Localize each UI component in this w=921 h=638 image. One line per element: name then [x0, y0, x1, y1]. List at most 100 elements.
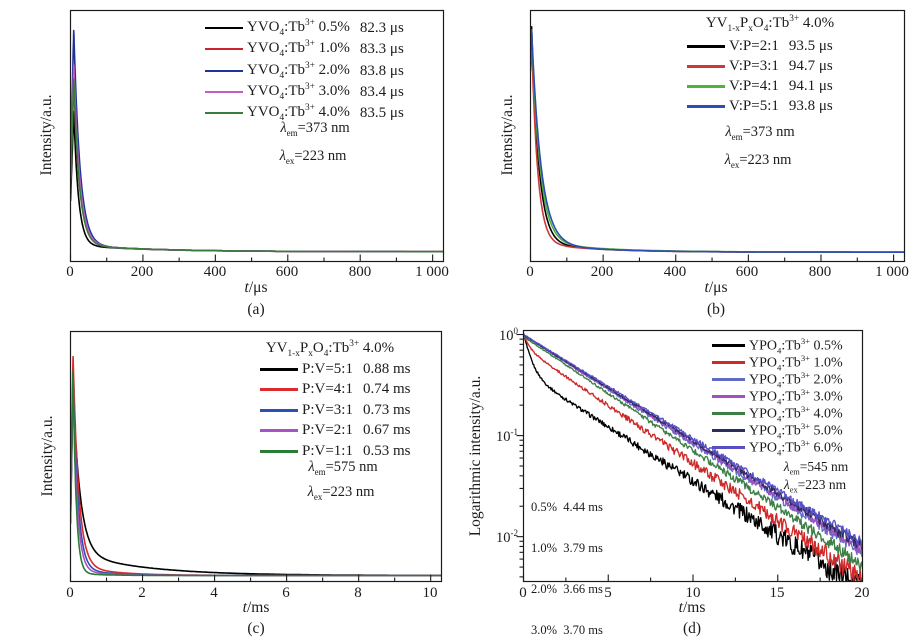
legend-label: YVO4:Tb3+ 0.5% [247, 18, 350, 38]
legend-line-swatch [260, 388, 298, 391]
legend-lifetime: 93.8 μs [788, 98, 833, 114]
x-tick-label: 10 [422, 585, 438, 601]
legend-label: V:P=3:1 [729, 58, 779, 74]
legend-line-swatch [687, 45, 725, 48]
legend-lifetime: 82.3 μs [359, 19, 404, 36]
legend-lifetime: 0.73 ms [362, 402, 411, 418]
legend-item: V:P=5:1 93.8 μs [687, 98, 833, 115]
legend-label: YVO4:Tb3+ 3.0% [247, 82, 350, 102]
decay-plot-b [529, 9, 906, 263]
x-axis-label: t/ms [242, 599, 270, 616]
excitation-wavelength-note: λex=223 nm [724, 152, 792, 170]
legend-lifetime: 83.4 μs [359, 83, 404, 100]
legend-line-swatch [260, 368, 298, 371]
x-tick-label: 2 [138, 585, 146, 601]
x-axis-label: t/ms [678, 599, 706, 616]
excitation-wavelength-note: λex=223 nm [307, 484, 375, 502]
legend-item: V:P=2:1 93.5 μs [687, 38, 833, 55]
legend-lifetime: 0.88 ms [362, 361, 411, 377]
legend-item: P:V=1:1 0.53 ms [260, 443, 411, 460]
panel-a: Intensity/a.u. 0 200 400 600 800 1 000 t… [0, 0, 460, 318]
x-axis-label: t/μs [704, 279, 728, 296]
excitation-wavelength-note: λex=223 nm [279, 148, 347, 166]
legend-line-swatch [260, 429, 298, 432]
legend-item: V:P=3:1 94.7 μs [687, 58, 833, 75]
x-tick-label: 0 [519, 585, 527, 601]
legend-line-swatch [205, 90, 243, 94]
panel-d: Logarithmic intensity/a.u. 10 0 10-1 10-2… [460, 318, 921, 638]
legend-item: YVO4:Tb3+ 0.5% 82.3 μs [205, 18, 404, 38]
x-tick-label: 400 [663, 264, 687, 280]
x-tick-label: 0 [66, 264, 74, 280]
legend-item: YVO4:Tb3+ 3.0% 83.4 μs [205, 82, 404, 102]
x-axis-label: t/μs [244, 279, 268, 296]
lifetime-values-block: 0.5% 4.44 ms 1.0% 3.79 ms 2.0% 3.66 ms 3… [531, 474, 603, 638]
x-tick-label: 1 000 [415, 264, 449, 280]
panel-b: Intensity/a.u. 0 200 400 600 800 1 000 t… [460, 0, 921, 318]
legend-label: YVO4:Tb3+ 1.0% [247, 39, 350, 59]
decay-plot-c [69, 330, 443, 583]
legend-label: P:V=2:1 [302, 422, 353, 438]
y-axis-label: Logarithmic intensity/a.u. [467, 375, 484, 537]
legend-label: YPO4:Tb3+ 1.0% [749, 353, 843, 373]
lifetime-line: 1.0% 3.79 ms [531, 540, 603, 555]
emission-wavelength-note: λem=575 nm [308, 459, 378, 477]
lifetime-line: 2.0% 3.66 ms [531, 581, 603, 596]
legend-line-swatch [687, 105, 725, 108]
panel-letter: (b) [706, 301, 726, 318]
legend-label: YPO4:Tb3+ 2.0% [749, 370, 843, 390]
legend-label: P:V=1:1 [302, 443, 353, 459]
panel-letter: (c) [247, 620, 265, 637]
y-tick-label: 10-1 [496, 427, 518, 445]
excitation-wavelength-note: λex=223 nm [783, 477, 847, 495]
x-tick-label: 400 [203, 264, 227, 280]
emission-wavelength-note: λem=373 nm [280, 120, 350, 138]
legend-item: YVO4:Tb3+ 4.0% 83.5 μs [205, 103, 404, 123]
legend-lifetime: 83.8 μs [359, 62, 404, 79]
legend-title: YV1-xPxO4:Tb3+ 4.0% [705, 14, 835, 34]
legend-item: P:V=3:1 0.73 ms [260, 402, 411, 419]
legend-item: P:V=5:1 0.88 ms [260, 361, 411, 378]
legend-lifetime: 83.3 μs [359, 40, 404, 57]
legend-label: YPO4:Tb3+ 5.0% [749, 421, 843, 441]
legend-label: YPO4:Tb3+ 6.0% [749, 438, 843, 458]
y-tick-label: 10-2 [496, 528, 518, 546]
legend-item: YPO4:Tb3+ 1.0% [712, 353, 843, 372]
panel-c: Intensity/a.u. 0 2 4 6 8 10 t/ms (c) YV1… [0, 318, 460, 638]
legend-line-swatch [260, 450, 298, 453]
legend-label: V:P=5:1 [729, 98, 779, 114]
x-tick-label: 10 [685, 585, 701, 601]
decay-plot-a [69, 9, 445, 263]
legend-line-swatch [712, 361, 745, 365]
panel-letter: (a) [247, 301, 265, 318]
legend-line-swatch [712, 395, 745, 399]
legend-label: YVO4:Tb3+ 2.0% [247, 61, 350, 81]
legend-line-swatch [712, 429, 745, 433]
legend-line-swatch [687, 85, 725, 88]
legend-label: YPO4:Tb3+ 3.0% [749, 387, 843, 407]
x-tick-label: 0 [526, 264, 534, 280]
lifetime-line: 3.0% 3.70 ms [531, 622, 603, 637]
legend-item: YPO4:Tb3+ 0.5% [712, 336, 843, 355]
y-axis-label: Intensity/a.u. [499, 94, 516, 176]
x-tick-label: 200 [130, 264, 154, 280]
legend-item: YVO4:Tb3+ 1.0% 83.3 μs [205, 39, 404, 59]
legend-lifetime: 93.5 μs [788, 38, 833, 54]
legend-lifetime: 94.1 μs [788, 78, 833, 94]
legend-item: P:V=2:1 0.67 ms [260, 422, 411, 439]
legend-line-swatch [687, 65, 725, 68]
legend-lifetime: 0.53 ms [362, 443, 411, 459]
x-tick-label: 800 [808, 264, 832, 280]
x-tick-label: 5 [604, 585, 612, 601]
x-tick-label: 15 [769, 585, 785, 601]
legend-item: V:P=4:1 94.1 μs [687, 78, 833, 95]
x-tick-label: 0 [66, 585, 74, 601]
x-tick-label: 600 [735, 264, 759, 280]
legend-label: YPO4:Tb3+ 0.5% [749, 336, 843, 356]
legend-lifetime: 83.5 μs [359, 104, 404, 121]
legend-line-swatch [260, 409, 298, 412]
legend-lifetime: 94.7 μs [788, 58, 833, 74]
x-tick-label: 6 [282, 585, 290, 601]
legend-label: P:V=4:1 [302, 381, 353, 397]
